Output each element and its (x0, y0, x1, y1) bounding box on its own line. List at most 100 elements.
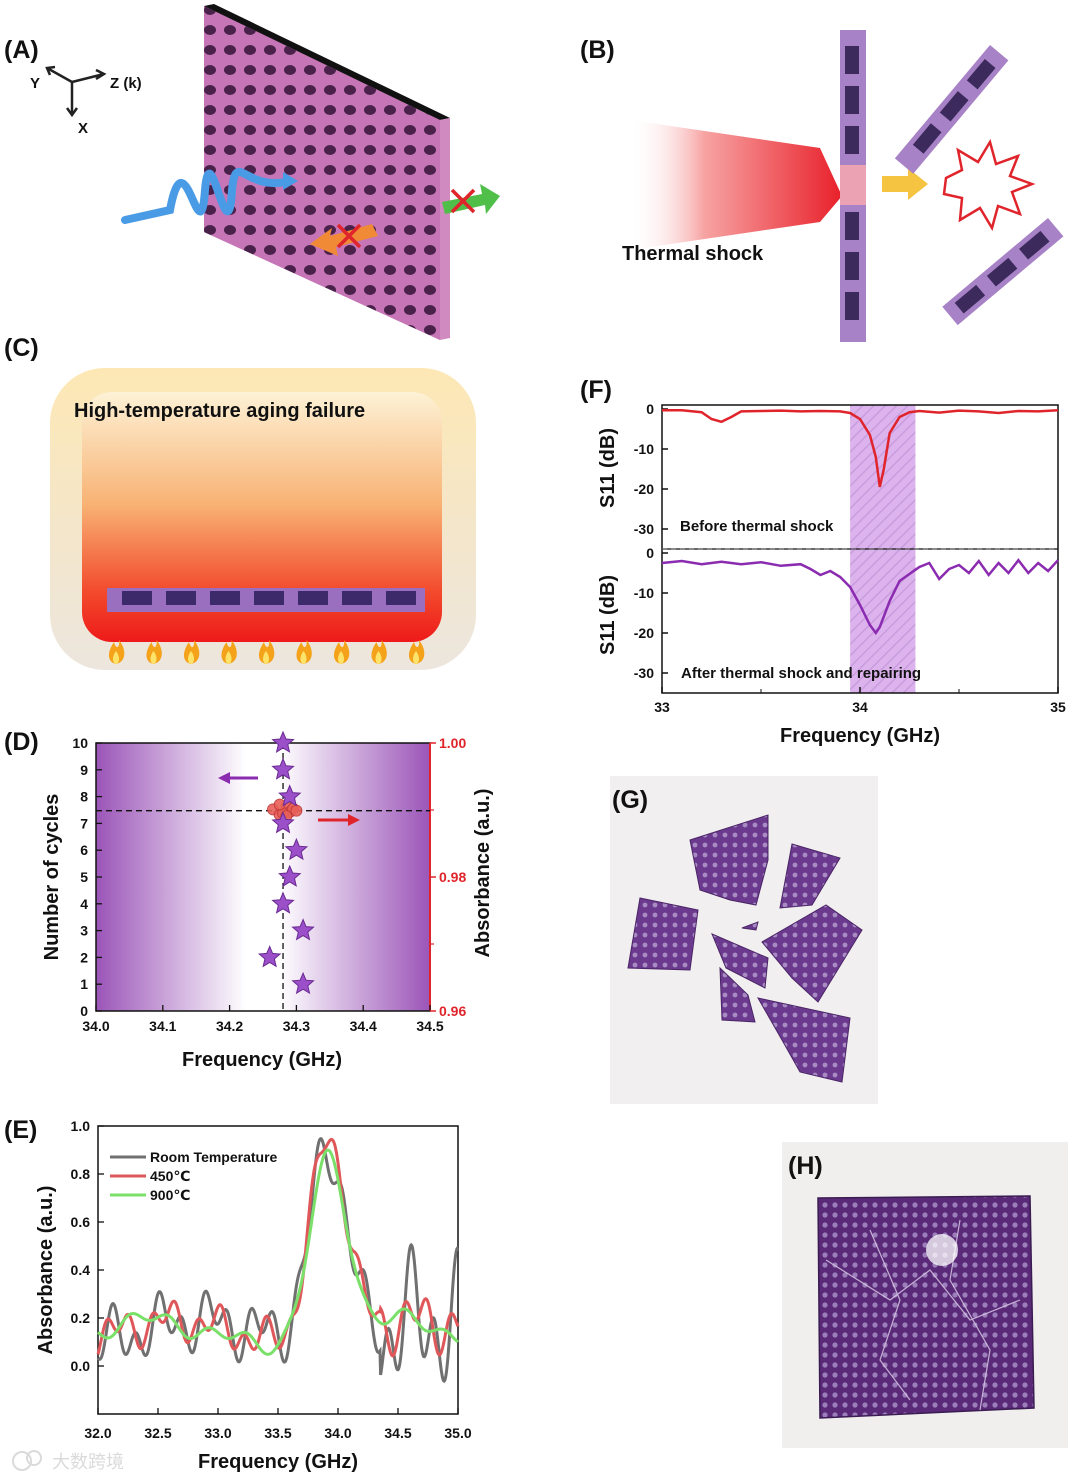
line-900 (97, 1148, 459, 1356)
d-ytick-label: 9 (80, 762, 88, 778)
repaired-absorber-sheet (817, 1195, 1035, 1419)
room-temperature-line (96, 1137, 459, 1384)
e-xtick-label: 35.0 (444, 1425, 471, 1441)
cycle-star-point (271, 730, 295, 753)
d-ylabel-left: Number of cycles (41, 794, 63, 961)
reflected-arrow-icon (310, 223, 378, 256)
f-ticks: 0 -10 -20 -30 0 -10 -20 -30 33 34 35 (634, 401, 1066, 715)
d-xlabel: Frequency (GHz) (182, 1049, 342, 1071)
d-xtick-label: 34.3 (283, 1018, 310, 1034)
panel-d: (D) 0 1 2 3 4 5 6 7 8 9 10 34.0 34.1 34.2 34.3 34.4 34.5… (4, 728, 494, 1071)
flame-core-icon (263, 651, 269, 664)
d-xtick-label: 34.4 (350, 1018, 377, 1034)
flame-core-icon (338, 651, 344, 664)
panel-f: (F) 0 -10 -20 -30 0 -10 -20 -30 33 34 35 Before th… (580, 376, 1066, 747)
light-glare (926, 1234, 958, 1266)
cycle-star-point (284, 837, 309, 861)
e-ytick-label: 0.6 (71, 1214, 91, 1230)
f-bottom-series-line (661, 558, 1059, 636)
cycle-star-point (257, 945, 282, 968)
f-top-ytick-label: -20 (634, 481, 654, 497)
f-xtick-label: 33 (654, 699, 670, 715)
left-arrow-icon (218, 772, 258, 784)
panel-b: (B) Thermal shock (580, 30, 1064, 342)
d-ytick-label: 5 (80, 869, 88, 885)
e-ytick-label: 0.8 (71, 1166, 91, 1182)
panel-h-label: (H) (788, 1152, 823, 1180)
cycle-star-point (278, 864, 302, 887)
f-top-series-line (662, 408, 1059, 488)
flame-core-icon (413, 651, 419, 664)
e-ytick-label: 1.0 (71, 1118, 91, 1134)
d-ytick-label: 10 (72, 735, 88, 751)
d-ylabel-right: Absorbance (a.u.) (472, 789, 494, 958)
legend-label-room: Room Temperature (150, 1149, 278, 1165)
f-xlabel: Frequency (GHz) (780, 725, 940, 747)
d-xtick-label: 34.2 (216, 1018, 243, 1034)
broken-fragment-bottom (942, 218, 1064, 326)
e-xtick-label: 33.0 (204, 1425, 231, 1441)
d-ticks: 0 1 2 3 4 5 6 7 8 9 10 34.0 34.1 34.2 34.3 34.4 34.50.96… (72, 735, 466, 1034)
e-xtick-label: 34.5 (384, 1425, 411, 1441)
d-ytick-label: 0 (80, 1003, 88, 1019)
absorbance-point (290, 804, 303, 817)
d-ytick-label: 8 (80, 789, 88, 805)
panel-c: (C) High-temperature aging failure (4, 334, 476, 670)
panel-b-label: (B) (580, 36, 615, 64)
absorber-sheet (204, 4, 450, 340)
axis-z-label: Z (k) (110, 75, 142, 92)
legend-label-900: 900℃ (150, 1187, 190, 1203)
e-lines (96, 1137, 460, 1384)
f-top-ytick-label: -10 (634, 441, 654, 457)
panel-g-photo: (G) (610, 776, 878, 1104)
d-ytick-label: 2 (80, 949, 88, 965)
e-xtick-label: 32.0 (84, 1425, 111, 1441)
e-ylabel: Absorbance (a.u.) (35, 1186, 57, 1355)
cycle-star-point (271, 811, 295, 834)
broken-fragment-top (894, 45, 1009, 174)
d-right-ytick-label: 1.00 (439, 735, 466, 751)
d-marks (257, 730, 315, 995)
explosion-icon (942, 138, 1036, 232)
absorber-cells (845, 46, 859, 320)
flame-core-icon (300, 651, 307, 664)
watermark: 大数跨境 (12, 1450, 124, 1472)
broken-absorber-pieces (627, 814, 863, 1083)
axis-y-label: Y (30, 75, 40, 92)
right-arrow-icon (318, 814, 360, 826)
d-ytick-label: 1 (80, 976, 88, 992)
axis-x-label: X (78, 120, 88, 137)
cycle-star-point (278, 784, 302, 807)
panel-a-label: (A) (4, 36, 39, 64)
f-bottom-annotation: After thermal shock and repairing (681, 665, 921, 682)
panel-g-label: (G) (612, 786, 648, 814)
d-right-ytick-label: 0.96 (439, 1003, 466, 1019)
e-xtick-label: 33.5 (264, 1425, 291, 1441)
transmitted-arrow-icon (442, 184, 500, 214)
panel-a: (A) Y Z (k) X (4, 4, 500, 340)
f-top-annotation: Before thermal shock (680, 518, 834, 535)
thermal-shock-label: Thermal shock (622, 243, 764, 265)
watermark-text: 大数跨境 (52, 1452, 124, 1472)
e-xlabel: Frequency (GHz) (198, 1451, 358, 1473)
cycle-star-point (271, 891, 295, 914)
f-bottom-ytick-label: -10 (634, 585, 654, 601)
flames-group (108, 640, 425, 664)
panel-d-label: (D) (4, 728, 39, 756)
e-ytick-label: 0.0 (71, 1358, 91, 1374)
legend-label-450: 450℃ (150, 1168, 190, 1184)
incident-wave-icon (121, 167, 298, 224)
yield-arrow-icon (882, 168, 928, 200)
e-xtick-label: 32.5 (144, 1425, 171, 1441)
cycle-star-point (291, 918, 315, 941)
d-ytick-label: 4 (80, 896, 88, 912)
e-legend: Room Temperature 450℃ 900℃ (110, 1149, 278, 1203)
d-xtick-label: 34.5 (416, 1018, 443, 1034)
flame-core-icon (113, 651, 119, 664)
flame-core-icon (375, 651, 382, 664)
f-xtick-label: 34 (852, 699, 868, 715)
d-ytick-label: 6 (80, 842, 88, 858)
f-top-ytick-label: 0 (646, 401, 654, 417)
e-ticks: 0.0 0.2 0.4 0.6 0.8 1.0 32.0 32.5 33.0 33.5 34.0 34… (71, 1118, 472, 1441)
